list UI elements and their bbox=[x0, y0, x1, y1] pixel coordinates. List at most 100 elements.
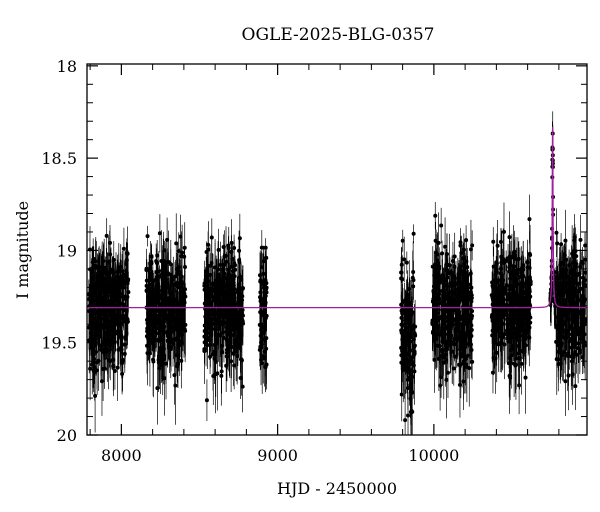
data-point bbox=[457, 272, 462, 277]
data-point bbox=[516, 299, 521, 304]
data-point bbox=[436, 356, 441, 361]
data-point bbox=[464, 259, 469, 264]
x-tick-label: 10000 bbox=[408, 446, 459, 465]
data-point bbox=[554, 230, 559, 235]
data-point bbox=[90, 269, 95, 274]
data-point bbox=[173, 274, 178, 279]
data-point bbox=[502, 260, 507, 265]
data-point bbox=[91, 368, 96, 373]
data-point bbox=[156, 288, 161, 293]
data-point bbox=[492, 341, 497, 346]
data-point bbox=[235, 287, 240, 292]
data-point bbox=[227, 298, 232, 303]
data-point bbox=[220, 350, 225, 355]
data-point bbox=[452, 336, 457, 341]
data-point bbox=[556, 282, 561, 287]
data-point bbox=[563, 379, 568, 384]
data-point bbox=[400, 238, 405, 243]
data-point bbox=[263, 365, 268, 370]
data-point bbox=[264, 255, 269, 260]
data-point bbox=[212, 317, 217, 322]
data-point bbox=[162, 297, 167, 302]
y-tick-label: 20 bbox=[57, 426, 77, 445]
data-point bbox=[148, 329, 153, 334]
data-point bbox=[500, 335, 505, 340]
data-point bbox=[451, 366, 456, 371]
data-point bbox=[110, 310, 115, 315]
data-point bbox=[149, 269, 154, 274]
data-point bbox=[514, 283, 519, 288]
data-point bbox=[115, 329, 120, 334]
data-point bbox=[214, 338, 219, 343]
data-point bbox=[115, 365, 120, 370]
data-point bbox=[95, 275, 100, 280]
data-point bbox=[495, 243, 500, 248]
data-point bbox=[508, 375, 513, 380]
data-point bbox=[445, 271, 450, 276]
data-point bbox=[462, 310, 467, 315]
data-point bbox=[454, 302, 459, 307]
data-point bbox=[123, 274, 128, 279]
data-point bbox=[146, 295, 151, 300]
data-point bbox=[462, 359, 467, 364]
data-point bbox=[213, 359, 218, 364]
data-point bbox=[102, 312, 107, 317]
data-point bbox=[495, 310, 500, 315]
data-point bbox=[527, 335, 532, 340]
data-point bbox=[526, 299, 531, 304]
data-point bbox=[404, 337, 409, 342]
data-point bbox=[88, 366, 93, 371]
data-point bbox=[120, 357, 125, 362]
data-point bbox=[240, 384, 245, 389]
data-point bbox=[230, 269, 235, 274]
data-point bbox=[225, 338, 230, 343]
data-point bbox=[399, 392, 404, 397]
data-point bbox=[174, 353, 179, 358]
data-point bbox=[106, 319, 111, 324]
data-point bbox=[237, 248, 242, 253]
data-point bbox=[157, 274, 162, 279]
data-point bbox=[125, 281, 130, 286]
data-point bbox=[505, 323, 510, 328]
data-point bbox=[560, 289, 565, 294]
data-point bbox=[215, 371, 220, 376]
data-point bbox=[121, 302, 126, 307]
data-point bbox=[102, 350, 107, 355]
data-point bbox=[158, 303, 163, 308]
data-point bbox=[118, 264, 123, 269]
data-point bbox=[160, 350, 165, 355]
data-point bbox=[400, 311, 405, 316]
data-point bbox=[563, 238, 568, 243]
data-point bbox=[573, 384, 578, 389]
data-point bbox=[434, 278, 439, 283]
data-point bbox=[519, 271, 524, 276]
data-point bbox=[164, 285, 169, 290]
data-point bbox=[407, 375, 412, 380]
data-point bbox=[180, 281, 185, 286]
data-point bbox=[219, 373, 224, 378]
data-points bbox=[87, 111, 587, 435]
data-point bbox=[440, 307, 445, 312]
data-point bbox=[581, 280, 586, 285]
data-point bbox=[438, 276, 443, 281]
data-point bbox=[156, 357, 161, 362]
data-point bbox=[183, 322, 188, 327]
data-point bbox=[152, 296, 157, 301]
data-point bbox=[221, 245, 226, 250]
data-point bbox=[462, 340, 467, 345]
data-point bbox=[224, 259, 229, 264]
data-point bbox=[557, 290, 562, 295]
data-point bbox=[155, 281, 160, 286]
data-point bbox=[574, 332, 579, 337]
data-point bbox=[232, 363, 237, 368]
data-point bbox=[435, 258, 440, 263]
data-point bbox=[494, 350, 499, 355]
data-point bbox=[403, 324, 408, 329]
data-point bbox=[434, 250, 439, 255]
data-point bbox=[448, 341, 453, 346]
data-point bbox=[447, 307, 452, 312]
data-point bbox=[555, 241, 560, 246]
data-point bbox=[164, 361, 169, 366]
data-point bbox=[400, 277, 405, 282]
